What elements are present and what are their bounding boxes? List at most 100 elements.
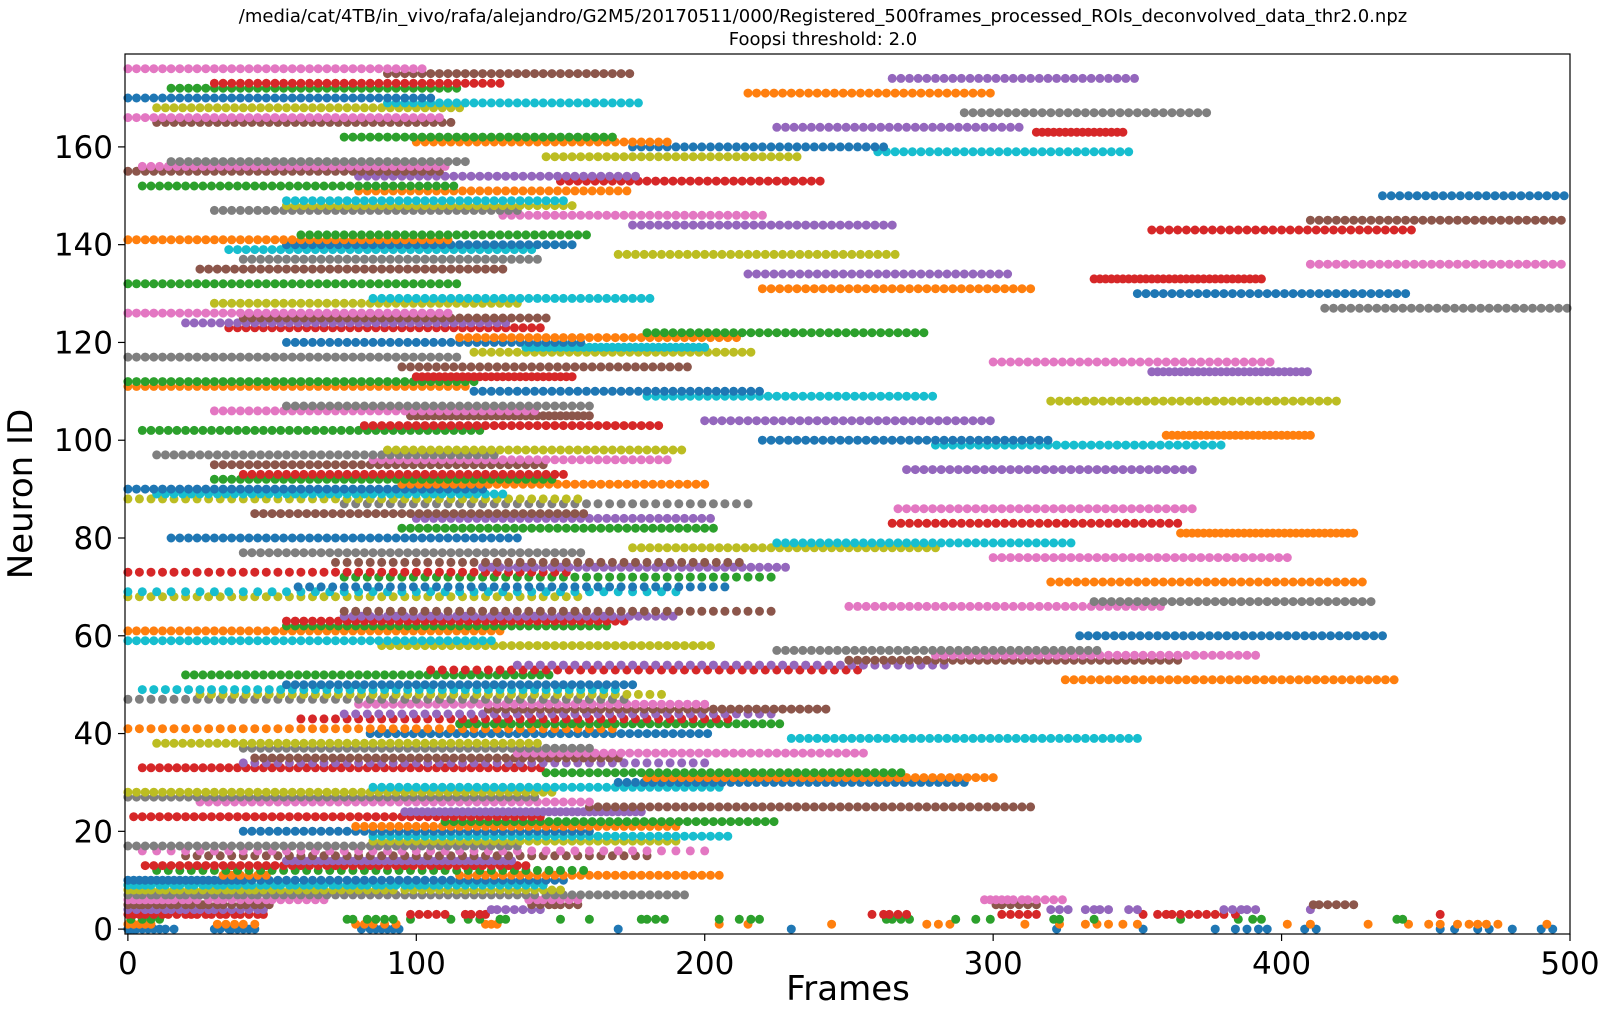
spike-point xyxy=(844,655,854,665)
spike-point xyxy=(483,509,493,519)
spike-point xyxy=(931,518,940,528)
spike-point xyxy=(582,582,591,592)
spike-point xyxy=(651,914,661,924)
spike-point xyxy=(279,533,289,543)
spike-point xyxy=(925,416,935,426)
spike-point xyxy=(458,362,467,372)
spike-point xyxy=(238,450,248,460)
spike-point xyxy=(181,724,191,734)
spike-point xyxy=(509,905,519,915)
spike-point xyxy=(336,812,346,822)
spike-point xyxy=(1057,895,1067,905)
spike-point xyxy=(645,543,655,553)
spike-point xyxy=(250,567,260,577)
spike-point xyxy=(905,802,914,812)
spike-point xyxy=(556,846,565,856)
spike-point xyxy=(1000,601,1010,611)
spike-point xyxy=(804,733,814,743)
spike-point xyxy=(155,425,165,435)
spike-point xyxy=(158,694,167,704)
spike-point xyxy=(1225,650,1235,660)
spike-point xyxy=(1083,645,1093,655)
spike-point xyxy=(706,802,715,812)
spike-point xyxy=(218,533,228,543)
spike-point xyxy=(267,753,277,763)
spike-point xyxy=(209,787,219,797)
spike-point xyxy=(175,533,185,543)
spike-point xyxy=(677,445,687,455)
spike-point xyxy=(313,636,323,646)
spike-point xyxy=(985,416,995,426)
spike-point xyxy=(1173,675,1183,685)
spike-point xyxy=(371,914,381,924)
spike-point xyxy=(443,709,453,719)
spike-point xyxy=(403,875,413,885)
spike-point xyxy=(619,870,629,880)
spike-point xyxy=(1011,733,1021,743)
spike-point xyxy=(795,704,805,714)
spike-point xyxy=(775,802,785,812)
spike-point xyxy=(429,337,439,347)
spike-point xyxy=(507,455,516,465)
spike-point xyxy=(558,660,568,670)
spike-point xyxy=(481,401,490,411)
spike-point xyxy=(841,645,851,655)
spike-point xyxy=(616,729,626,739)
spike-point xyxy=(584,743,594,753)
spike-point xyxy=(1311,675,1321,685)
spike-point xyxy=(524,582,534,592)
spike-point xyxy=(1179,465,1188,475)
spike-point xyxy=(870,655,880,665)
spike-point xyxy=(394,469,404,479)
spike-point xyxy=(1346,675,1356,685)
spike-point xyxy=(732,572,741,582)
spike-point xyxy=(948,435,958,445)
spike-point xyxy=(261,724,271,734)
spike-point xyxy=(316,337,326,347)
spike-point xyxy=(273,469,283,479)
spike-point xyxy=(1366,597,1376,607)
spike-point xyxy=(1170,357,1180,367)
spike-point xyxy=(573,557,583,567)
spike-point xyxy=(931,601,940,611)
spike-point xyxy=(209,587,219,597)
spike-point xyxy=(290,548,300,558)
spike-point xyxy=(706,543,715,553)
spike-point xyxy=(919,538,929,548)
spike-point xyxy=(518,523,528,533)
spike-point xyxy=(654,870,664,880)
spike-point xyxy=(631,777,640,787)
spike-point xyxy=(1173,518,1183,528)
spike-point xyxy=(584,557,594,567)
spike-point xyxy=(209,484,219,494)
spike-point xyxy=(936,773,946,783)
spike-point xyxy=(296,714,306,724)
spike-point xyxy=(1216,675,1226,685)
spike-point xyxy=(1277,675,1287,685)
spike-point xyxy=(1205,357,1214,367)
spike-point xyxy=(1055,914,1064,924)
spike-point xyxy=(625,748,635,758)
spike-point xyxy=(602,768,612,778)
spike-point xyxy=(1271,396,1281,406)
spike-point xyxy=(1349,597,1359,607)
spike-point xyxy=(576,455,586,465)
spike-point xyxy=(264,738,274,748)
spike-point xyxy=(988,357,998,367)
spike-point xyxy=(331,352,340,362)
spike-point xyxy=(256,469,266,479)
spike-point xyxy=(636,513,646,523)
spike-point xyxy=(357,352,366,362)
spike-point xyxy=(305,533,315,543)
spike-point xyxy=(1493,919,1503,929)
spike-point xyxy=(1219,396,1229,406)
spike-point xyxy=(458,509,467,519)
spike-point xyxy=(365,636,375,646)
spike-point xyxy=(351,337,361,347)
spike-point xyxy=(377,548,387,558)
spike-point xyxy=(838,733,848,743)
spike-point xyxy=(876,538,886,548)
spike-point xyxy=(584,890,594,900)
spike-point xyxy=(515,782,525,792)
spike-point xyxy=(437,738,447,748)
